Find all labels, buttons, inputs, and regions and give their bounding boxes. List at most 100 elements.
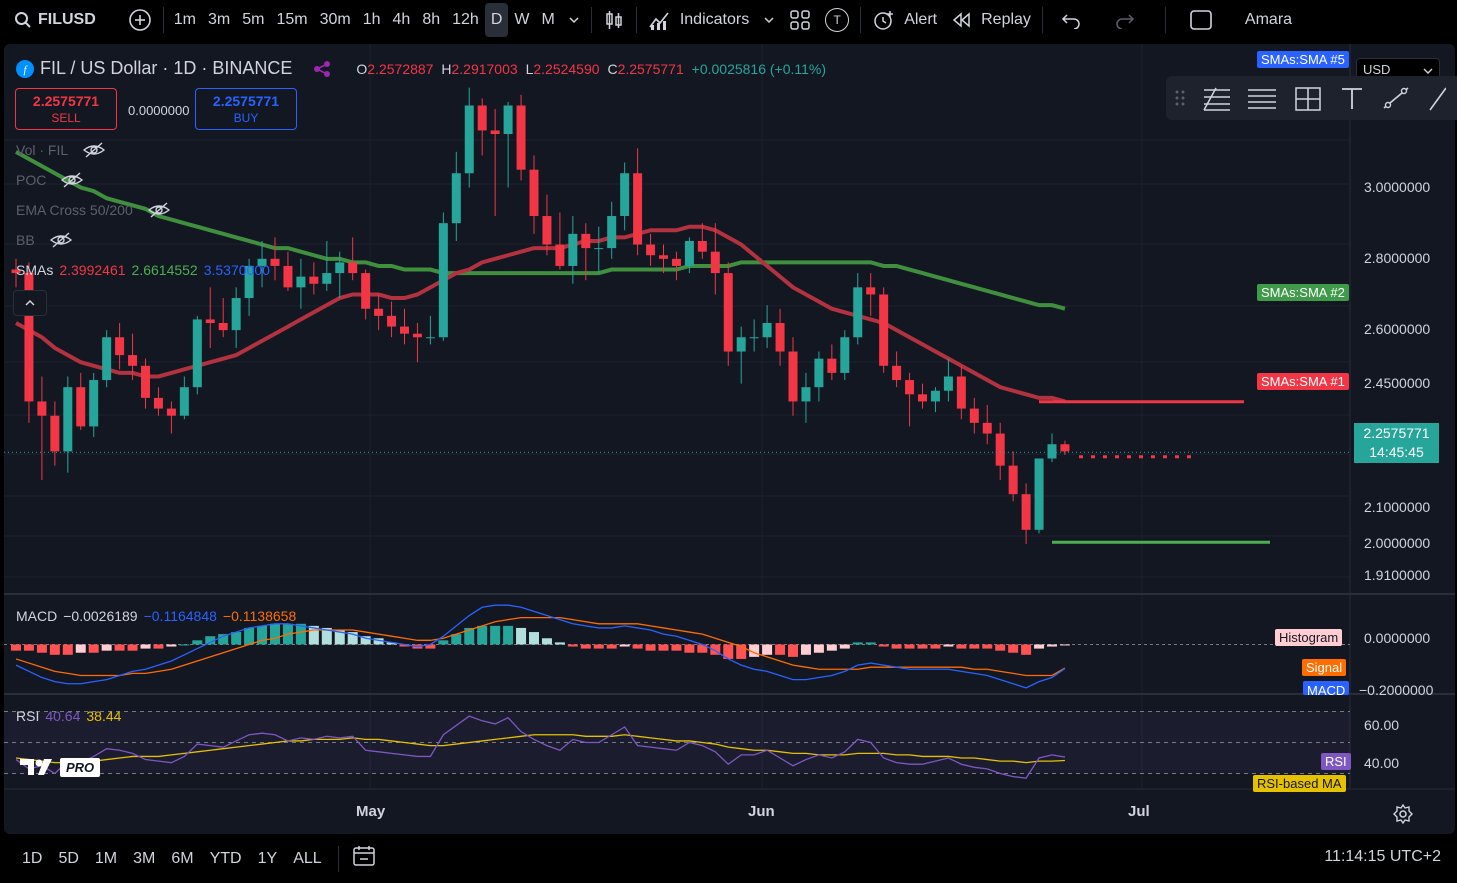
- macd-hist-bar: [800, 644, 811, 655]
- brush-icon[interactable]: [1426, 84, 1446, 112]
- candle-body: [115, 337, 125, 356]
- indicator-row[interactable]: EMA Cross 50/200: [16, 202, 171, 218]
- range-6M[interactable]: 6M: [171, 849, 194, 867]
- rsi-label: RSI: [16, 708, 40, 724]
- range-1D[interactable]: 1D: [22, 849, 43, 867]
- chart-type-button[interactable]: [596, 0, 632, 40]
- clock[interactable]: 11:14:15 UTC+2: [1324, 848, 1441, 865]
- goto-date-button[interactable]: [351, 844, 377, 873]
- candle-body: [775, 323, 785, 352]
- fib-retracement-icon[interactable]: [1200, 84, 1232, 112]
- range-1M[interactable]: 1M: [94, 849, 118, 867]
- interval-1h[interactable]: 1h: [362, 11, 381, 28]
- interval-12h[interactable]: 12h: [452, 11, 479, 28]
- interval-1m[interactable]: 1m: [173, 11, 197, 28]
- candle-body: [1060, 444, 1070, 452]
- interval-8h[interactable]: 8h: [422, 11, 441, 28]
- rsi-ma-value: 38.44: [86, 708, 122, 724]
- macd-line-value: −0.1164848: [143, 608, 217, 624]
- last-price-label: 2.2575771 14:45:45: [1354, 423, 1439, 463]
- candle-body: [231, 298, 241, 331]
- macd-hist-bar: [516, 627, 527, 645]
- interval-W[interactable]: W: [514, 11, 530, 28]
- replay-button[interactable]: Replay: [944, 0, 1038, 40]
- range-1Y[interactable]: 1Y: [257, 849, 278, 867]
- candle-body: [374, 308, 384, 316]
- hidden-eye-icon[interactable]: [82, 142, 106, 158]
- redo-button[interactable]: [1107, 0, 1143, 40]
- divider: [635, 7, 637, 33]
- collapse-legend-button[interactable]: [13, 290, 47, 316]
- trend-line-icon[interactable]: [1380, 84, 1412, 112]
- range-5D[interactable]: 5D: [58, 849, 79, 867]
- low-value: 2.2524590: [533, 60, 600, 77]
- candle-body: [905, 380, 915, 395]
- interval-5m[interactable]: 5m: [242, 11, 265, 28]
- candle-body: [141, 365, 150, 398]
- drag-handle-icon[interactable]: [1174, 88, 1186, 108]
- buy-button[interactable]: 2.2575771 BUY: [195, 88, 297, 130]
- candle-body: [866, 287, 876, 295]
- divider: [590, 7, 592, 33]
- macd-hist-bar: [865, 642, 876, 645]
- time-label: Jul: [1128, 803, 1150, 820]
- indicator-row[interactable]: BB: [16, 232, 73, 248]
- undo-button[interactable]: [1053, 0, 1089, 40]
- interval-4h[interactable]: 4h: [392, 11, 411, 28]
- sell-button[interactable]: 2.2575771 SELL: [15, 88, 117, 130]
- interval-3m[interactable]: 3m: [208, 11, 231, 28]
- last-price-value: 2.2575771: [1363, 425, 1430, 441]
- chart-settings-button[interactable]: [1392, 803, 1414, 830]
- add-symbol-button[interactable]: [121, 0, 159, 40]
- hidden-eye-icon[interactable]: [147, 202, 171, 218]
- candle-body: [50, 415, 60, 452]
- candle-body: [555, 244, 565, 266]
- alert-button[interactable]: Alert: [865, 0, 944, 40]
- interval-15m[interactable]: 15m: [276, 11, 308, 28]
- symbol-search[interactable]: FILUSD: [0, 0, 103, 40]
- hidden-eye-icon[interactable]: [49, 232, 73, 248]
- candle-body: [153, 397, 163, 409]
- range-ALL[interactable]: ALL: [293, 849, 322, 867]
- layouts-button[interactable]: [782, 0, 818, 40]
- macd-hist-bar: [606, 644, 617, 649]
- candle-body: [11, 269, 21, 274]
- candle-body: [659, 255, 668, 259]
- fullscreen-button[interactable]: [1182, 0, 1220, 40]
- indicators-button[interactable]: Indicators: [641, 0, 756, 40]
- parallel-channel-icon[interactable]: [1246, 84, 1278, 112]
- candle-body: [464, 105, 474, 174]
- price-tick: 2.6000000: [1364, 321, 1431, 338]
- candle-body: [218, 323, 228, 331]
- chart-pane[interactable]: f FIL / US Dollar · 1D · BINANCE O2.2572…: [4, 44, 1455, 834]
- candle-body: [620, 173, 630, 217]
- measure-icon[interactable]: [1292, 84, 1324, 112]
- chevron-up-icon: [25, 299, 35, 306]
- redo-icon: [1116, 14, 1134, 29]
- indicator-row[interactable]: Vol · FIL: [16, 142, 106, 158]
- open-value: 2.2572887: [367, 60, 434, 77]
- indicators-dropdown[interactable]: [756, 0, 782, 40]
- range-YTD[interactable]: YTD: [209, 849, 242, 867]
- bottom-toolbar: 1D 5D 1M 3M 6M YTD 1Y ALL 11:14:15 UTC+2: [0, 834, 1457, 883]
- rsi-tag: RSI: [1321, 753, 1351, 770]
- chart-canvas[interactable]: [4, 44, 1455, 834]
- hidden-eye-icon[interactable]: [60, 172, 84, 188]
- account-name[interactable]: Amara: [1244, 11, 1293, 28]
- interval-M[interactable]: M: [541, 11, 555, 28]
- buy-price: 2.2575771: [212, 93, 280, 109]
- macd-hist-bar: [632, 644, 643, 649]
- interval-30m[interactable]: 30m: [319, 11, 351, 28]
- indicator-row[interactable]: POC: [16, 172, 84, 188]
- macd-tick-1: −0.2000000: [1359, 682, 1434, 698]
- templates-button[interactable]: T: [818, 0, 856, 40]
- share-icon[interactable]: [312, 60, 332, 78]
- range-3M[interactable]: 3M: [133, 849, 156, 867]
- replay-label: Replay: [981, 11, 1031, 28]
- candle-body: [387, 315, 397, 327]
- text-tool-icon[interactable]: [1338, 84, 1366, 112]
- interval-D[interactable]: D: [484, 3, 509, 37]
- macd-hist-bar: [23, 644, 34, 651]
- interval-dropdown[interactable]: [561, 0, 587, 40]
- candle-body: [179, 387, 189, 416]
